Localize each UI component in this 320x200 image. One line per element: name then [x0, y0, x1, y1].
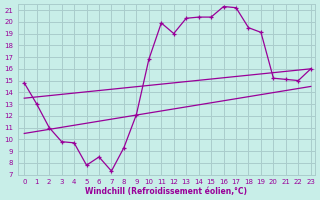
X-axis label: Windchill (Refroidissement éolien,°C): Windchill (Refroidissement éolien,°C): [85, 187, 247, 196]
